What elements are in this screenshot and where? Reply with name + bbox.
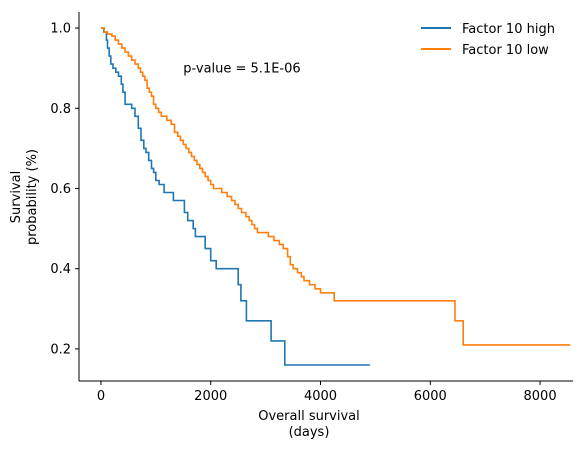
y-tick-label: 0.2 <box>50 342 71 357</box>
legend-label-high: Factor 10 high <box>462 22 555 37</box>
y-tick-label: 0.4 <box>50 262 71 277</box>
x-tick-label: 4000 <box>304 389 337 404</box>
legend-label-low: Factor 10 low <box>462 43 549 58</box>
x-tick-label: 8000 <box>524 389 557 404</box>
legend: Factor 10 high Factor 10 low <box>421 22 555 58</box>
y-ticks: 0.2 0.4 0.6 0.8 1.0 <box>50 22 79 357</box>
series-line-factor-10-high <box>101 27 370 366</box>
p-value-annotation: p-value = 5.1E-06 <box>183 62 300 77</box>
y-axis-title-line1: Survival <box>9 171 24 223</box>
series-group <box>101 27 571 366</box>
x-tick-label: 0 <box>97 389 105 404</box>
y-axis-title-line2: probability (%) <box>25 149 40 245</box>
y-tick-label: 0.8 <box>50 102 71 117</box>
x-ticks: 0 2000 4000 6000 8000 <box>97 381 557 404</box>
x-tick-label: 2000 <box>194 389 227 404</box>
series-line-factor-10-low <box>101 27 571 346</box>
x-axis-title-line2: (days) <box>289 425 330 440</box>
x-tick-label: 6000 <box>414 389 447 404</box>
y-tick-label: 0.6 <box>50 182 71 197</box>
y-tick-label: 1.0 <box>50 22 71 37</box>
x-axis-title-line1: Overall survival <box>258 409 360 424</box>
